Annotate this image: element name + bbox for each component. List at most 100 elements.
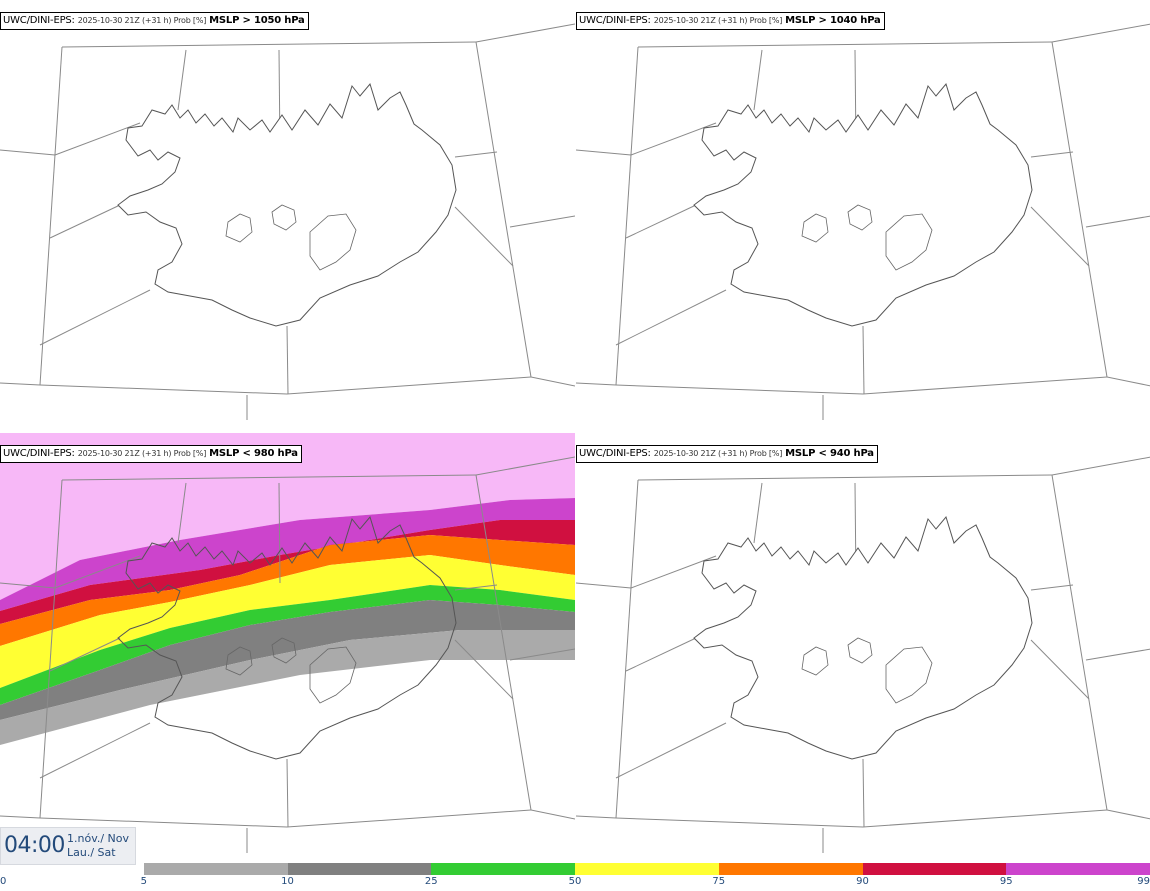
legend-tick-label: 99 — [1137, 876, 1150, 887]
graticule-line — [576, 582, 632, 589]
prob-band-10-25 — [0, 585, 575, 705]
graticule-line — [454, 206, 514, 267]
graticule-line — [0, 149, 56, 156]
coastline — [693, 82, 1033, 327]
graticule-line — [1085, 648, 1150, 661]
map-layer — [576, 456, 1150, 853]
iceland-map — [576, 23, 1150, 420]
graticule-line — [862, 325, 865, 395]
prob-band-5-10 — [0, 600, 575, 720]
coastline — [117, 82, 457, 327]
model-name: UWC/DINI-EPS — [3, 15, 72, 26]
glacier-outline — [225, 646, 253, 676]
coastline — [693, 515, 1033, 760]
graticule-line — [49, 204, 121, 239]
forecast-meta: 2025-10-30 21Z (+31 h) Prob [%] — [77, 16, 207, 25]
graticule-line — [39, 289, 151, 346]
graticule-line — [1085, 215, 1150, 228]
forecast-meta: 2025-10-30 21Z (+31 h) Prob [%] — [653, 449, 783, 458]
graticule-line — [630, 122, 717, 156]
legend-tick-label: 10 — [281, 876, 294, 887]
graticule-line — [0, 815, 41, 819]
graticule-line — [54, 122, 141, 156]
glacier-outline — [885, 646, 933, 704]
graticule-line — [625, 204, 697, 239]
valid-date-line1: 1.nóv./ Nov — [67, 832, 130, 845]
graticule-line — [530, 376, 575, 387]
prob-band-25-50 — [0, 555, 575, 688]
graticule-line — [615, 722, 727, 779]
graticule-line — [576, 149, 632, 156]
legend-swatch — [862, 863, 1007, 875]
coastline — [117, 515, 457, 760]
model-name: UWC/DINI-EPS — [579, 448, 648, 459]
glacier-outline — [225, 213, 253, 243]
graticule-line — [1051, 23, 1150, 43]
graticule-line — [1030, 151, 1074, 158]
prob-band-90-95 — [0, 498, 575, 611]
graticule-line — [61, 474, 477, 481]
graticule-line — [509, 215, 575, 228]
prob-band-0-5 — [0, 630, 575, 745]
forecast-meta: 2025-10-30 21Z (+31 h) Prob [%] — [653, 16, 783, 25]
glacier-outline — [847, 204, 873, 231]
map-panel-mslp-lt-940: UWC/DINI-EPS: 2025-10-30 21Z (+31 h) Pro… — [576, 433, 1150, 865]
glacier-outline — [801, 213, 829, 243]
graticule-line — [475, 474, 532, 811]
glacier-outline — [885, 213, 933, 271]
iceland-map — [576, 456, 1150, 853]
legend-tick-label: 5 — [140, 876, 147, 887]
graticule-line — [1106, 376, 1150, 387]
panel-title: UWC/DINI-EPS: 2025-10-30 21Z (+31 h) Pro… — [576, 12, 885, 30]
iceland-map — [0, 23, 575, 420]
graticule-line — [530, 809, 575, 820]
map-layer — [0, 23, 575, 420]
map-panel-mslp-gt-1050: UWC/DINI-EPS: 2025-10-30 21Z (+31 h) Pro… — [0, 0, 575, 432]
graticule-line — [177, 482, 187, 544]
valid-time-box: 04:00 1.nóv./ Nov Lau./ Sat — [0, 827, 136, 865]
graticule-line — [39, 46, 63, 386]
graticule-line — [0, 382, 41, 386]
glacier-outline — [271, 204, 297, 231]
graticule-line — [475, 456, 575, 476]
graticule-line — [1051, 456, 1150, 476]
map-panel-mslp-lt-980: UWC/DINI-EPS: 2025-10-30 21Z (+31 h) Pro… — [0, 433, 575, 865]
graticule-line — [615, 289, 727, 346]
legend-tick-label: 95 — [999, 876, 1013, 887]
graticule-line — [454, 584, 498, 591]
graticule-line — [1051, 474, 1108, 811]
graticule-line — [1051, 41, 1108, 378]
graticule-line — [39, 722, 151, 779]
graticule-line — [1106, 809, 1150, 820]
graticule-line — [1030, 206, 1090, 267]
model-name: UWC/DINI-EPS — [3, 448, 72, 459]
graticule-line — [454, 151, 498, 158]
legend-swatch — [1006, 863, 1150, 875]
forecast-meta: 2025-10-30 21Z (+31 h) Prob [%] — [77, 449, 207, 458]
panel-title: UWC/DINI-EPS: 2025-10-30 21Z (+31 h) Pro… — [0, 445, 302, 463]
graticule-line — [278, 482, 281, 584]
graticule-line — [61, 41, 477, 48]
graticule-line — [39, 809, 532, 828]
graticule-line — [753, 49, 763, 111]
graticule-line — [1030, 639, 1090, 700]
map-panel-mslp-gt-1040: UWC/DINI-EPS: 2025-10-30 21Z (+31 h) Pro… — [576, 0, 1150, 432]
color-legend: 0 5 10 25 50 75 90 95 99 — [0, 862, 1150, 891]
graticule-line — [286, 325, 289, 395]
graticule-line — [576, 382, 617, 386]
model-name: UWC/DINI-EPS — [579, 15, 648, 26]
graticule-line — [454, 639, 514, 700]
prob-band-50-75 — [0, 535, 575, 646]
graticule-line — [475, 23, 575, 43]
graticule-line — [286, 758, 289, 828]
graticule-line — [615, 46, 639, 386]
graticule-line — [0, 582, 56, 589]
prob-band-75-90 — [0, 520, 575, 624]
graticule-line — [49, 637, 121, 672]
graticule-line — [637, 474, 1053, 481]
graticule-line — [39, 376, 532, 395]
graticule-line — [509, 648, 575, 661]
legend-swatch — [143, 863, 288, 875]
graticule-line — [862, 758, 865, 828]
legend-swatch — [575, 863, 719, 875]
